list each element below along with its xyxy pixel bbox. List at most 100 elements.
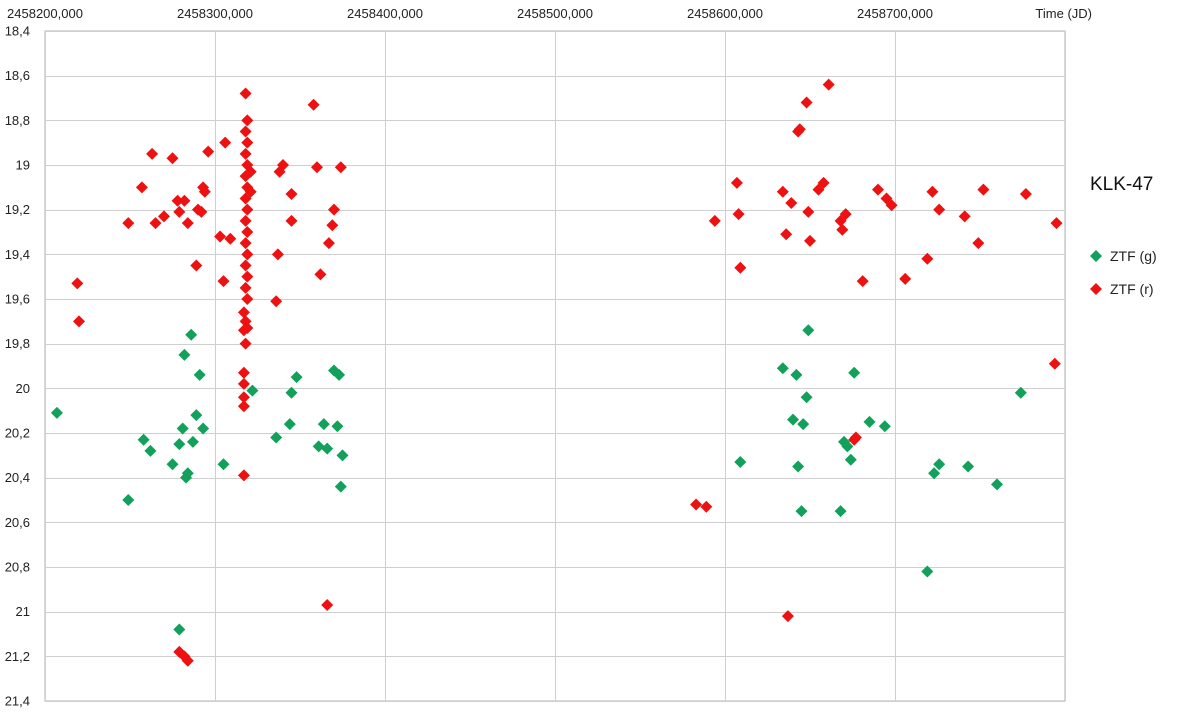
data-point [841, 440, 854, 453]
data-point [797, 418, 810, 431]
data-point [122, 494, 135, 506]
data-point [333, 368, 346, 381]
y-tick-label: 18,8 [5, 113, 30, 128]
data-point [776, 185, 789, 198]
data-point [202, 145, 215, 158]
y-axis-tick-labels: 18,4 18,6 18,8 19 19,2 19,4 19,6 19,8 20 20,2 20,4… [5, 24, 30, 709]
data-point [972, 237, 985, 250]
data-point [899, 272, 912, 285]
data-point [241, 322, 254, 335]
data-point [331, 420, 344, 433]
data-point [171, 194, 184, 207]
data-point [166, 458, 179, 471]
data-point [176, 422, 189, 435]
data-point [962, 460, 975, 473]
data-point [237, 377, 250, 390]
data-point [792, 460, 805, 473]
legend: ZTF (g) ZTF (r) [1090, 248, 1157, 297]
data-point [237, 469, 250, 482]
data-point [822, 78, 835, 91]
data-point [190, 259, 203, 272]
data-point [928, 467, 941, 480]
data-point [283, 418, 296, 431]
x-tick-label: 2458300,000 [177, 6, 253, 21]
data-point [787, 413, 799, 426]
data-point [785, 196, 798, 209]
x-tick-label: 2458700,000 [857, 6, 933, 21]
legend-marker [1090, 283, 1102, 295]
data-point [241, 293, 254, 305]
y-tick-label: 20,8 [5, 560, 30, 575]
data-point [239, 237, 252, 250]
data-point [195, 205, 208, 218]
data-point [1014, 386, 1027, 399]
data-point [239, 147, 252, 160]
data-point [321, 598, 334, 611]
y-tick-label: 18,6 [5, 68, 30, 83]
data-point [312, 440, 325, 453]
legend-label: ZTF (g) [1110, 248, 1157, 264]
data-point [181, 467, 194, 480]
data-point [317, 418, 330, 431]
data-point [270, 431, 283, 444]
series-ztf-g [50, 324, 1027, 636]
data-point [239, 337, 252, 350]
data-point [878, 420, 891, 433]
series-ztf-r [71, 78, 1063, 667]
data-point [780, 228, 793, 241]
data-points [50, 78, 1063, 667]
y-tick-label: 20 [16, 381, 30, 396]
data-point [1050, 217, 1063, 230]
data-point [241, 270, 254, 283]
data-point [958, 210, 971, 223]
data-point [173, 205, 186, 218]
data-point [241, 248, 254, 261]
data-point [241, 136, 254, 149]
data-point [135, 181, 148, 194]
data-point [839, 208, 852, 221]
data-point [926, 185, 939, 198]
data-point [270, 295, 283, 308]
data-point [328, 203, 340, 216]
data-point [1048, 357, 1061, 370]
y-tick-label: 19,6 [5, 292, 30, 307]
data-point [178, 348, 191, 361]
data-point [700, 500, 713, 513]
data-point [181, 654, 194, 667]
data-point [237, 306, 250, 319]
data-point [311, 161, 323, 174]
data-point [863, 415, 876, 428]
data-point [239, 125, 252, 138]
data-point [197, 422, 210, 435]
data-point [336, 449, 349, 462]
data-point [334, 480, 347, 493]
legend-label: ZTF (r) [1110, 281, 1154, 297]
data-point [239, 87, 252, 100]
data-point [50, 406, 63, 419]
data-point [321, 442, 334, 455]
data-point [290, 371, 303, 384]
data-point [977, 183, 990, 196]
data-point [224, 232, 237, 245]
data-point [933, 203, 946, 216]
data-point [781, 610, 794, 623]
data-point [178, 194, 191, 207]
data-point [277, 159, 289, 171]
data-point [285, 188, 298, 201]
data-point [856, 275, 869, 288]
data-point [217, 458, 230, 471]
data-point [186, 435, 199, 448]
data-point [219, 136, 232, 149]
chart-title: KLK-47 [1090, 174, 1153, 195]
data-point [314, 268, 327, 281]
data-point [1019, 188, 1032, 201]
x-axis-label: Time (JD) [1035, 6, 1092, 21]
data-point [307, 98, 320, 111]
grid-lines [44, 30, 1066, 702]
data-point [241, 203, 254, 216]
data-point [190, 409, 203, 422]
data-point [185, 328, 198, 341]
data-point [732, 208, 745, 221]
y-tick-label: 21,2 [5, 649, 30, 664]
